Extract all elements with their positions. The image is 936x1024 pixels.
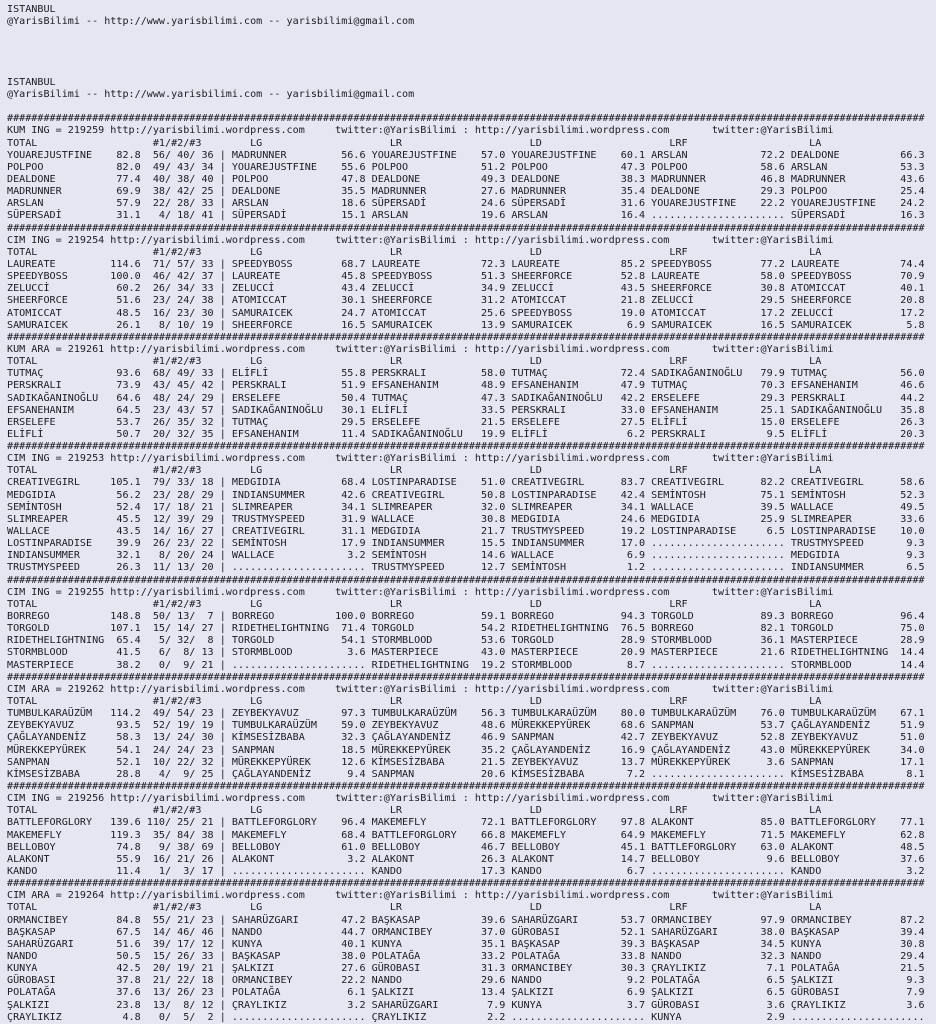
- data-row: ELİFLİ 50.7 20/ 32/ 35 | EFSANEHANIM 11.…: [7, 428, 925, 440]
- data-row: ATOMICCAT 48.5 16/ 23/ 30 | SAMURAICEK 2…: [7, 307, 925, 319]
- section-title: CIM ING = 219256 http://yarisbilimi.word…: [7, 793, 834, 805]
- intro-byline-1: @YarisBilimi -- http://www.yarisbilimi.c…: [7, 16, 415, 28]
- blank-line: [7, 28, 925, 40]
- data-row: SANPMAN 52.1 10/ 22/ 32 | MÜREKKEPYÜREK …: [7, 756, 925, 768]
- data-row: SEMİNTOSH 52.4 17/ 18/ 21 | SLIMREAPER 3…: [7, 501, 925, 513]
- data-row: ZELUCCİ 60.2 26/ 34/ 33 | ZELUCCİ 43.4 Z…: [7, 283, 925, 295]
- data-row: ÇRAYLIKIZ 4.8 0/ 5/ 2 | ................…: [7, 1011, 925, 1023]
- data-row: POLPOO 82.0 49/ 43/ 34 | YOUAREJUSTFINE …: [7, 161, 925, 173]
- data-row: POLATAĞA 37.6 13/ 26/ 23 | POLATAĞA 6.1 …: [7, 987, 925, 999]
- section-title: CIM ARA = 219264 http://yarisbilimi.word…: [7, 890, 834, 902]
- report-body: ########################################…: [7, 113, 925, 1024]
- intro-city-2: ISTANBUL: [7, 76, 56, 88]
- data-row: KİMSESİZBABA 28.8 4/ 9/ 25 | ÇAĞLAYANDEN…: [7, 768, 925, 780]
- data-row: KUNYA 42.5 20/ 19/ 21 | ŞALKIZI 27.6 GÜR…: [7, 963, 925, 975]
- data-row: LOSTINPARADISE 39.9 26/ 23/ 22 | SEMİNTO…: [7, 538, 925, 550]
- data-row: MÜREKKEPYÜREK 54.1 24/ 24/ 23 | SANPMAN …: [7, 744, 925, 756]
- data-row: TUMBULKARAÜZÜM 114.2 49/ 54/ 23 | ZEYBEK…: [7, 708, 925, 720]
- data-row: SPEEDYBOSS 100.0 46/ 42/ 37 | LAUREATE 4…: [7, 271, 925, 283]
- section-title: CIM ARA = 219262 http://yarisbilimi.word…: [7, 683, 834, 695]
- column-header-row: TOTAL #1/#2/#3 LG LR LD LRF LA: [7, 465, 822, 477]
- data-row: BATTLEFORGLORY 139.6 110/ 25/ 21 | BATTL…: [7, 817, 925, 829]
- data-row: TUTMAÇ 93.6 68/ 49/ 33 | ELİFLİ 55.8 PER…: [7, 368, 925, 380]
- section-title: CIM ING = 219255 http://yarisbilimi.word…: [7, 586, 834, 598]
- data-row: SADIKAĞANINOĞLU 64.6 48/ 24/ 29 | ERSELE…: [7, 392, 925, 404]
- data-row: EFSANEHANIM 64.5 23/ 43/ 57 | SADIKAĞANI…: [7, 404, 925, 416]
- data-row: BAŞKASAP 67.5 14/ 46/ 46 | NANDO 44.7 OR…: [7, 926, 925, 938]
- data-row: MAKEMEFLY 119.3 35/ 84/ 38 | MAKEMEFLY 6…: [7, 829, 925, 841]
- blank-line: [7, 53, 925, 65]
- intro-city-1: ISTANBUL: [7, 4, 56, 15]
- column-header-row: TOTAL #1/#2/#3 LG LR LD LRF LA: [7, 902, 822, 914]
- data-row: GÜROBASI 37.8 21/ 22/ 18 | ORMANCIBEY 22…: [7, 975, 925, 987]
- section-title: CIM ING = 219253 http://yarisbilimi.word…: [7, 453, 834, 465]
- column-header-row: TOTAL #1/#2/#3 LG LR LD LRF LA: [7, 137, 822, 149]
- data-row: SLIMREAPER 45.5 12/ 39/ 29 | TRUSTMYSPEE…: [7, 513, 925, 525]
- section-title: KUM ARA = 219261 http://yarisbilimi.word…: [7, 343, 834, 355]
- data-row: DEALDONE 77.4 40/ 38/ 40 | POLPOO 47.8 D…: [7, 173, 925, 185]
- section-separator: ########################################…: [7, 574, 925, 586]
- racing-report-document: ISTANBUL @YarisBilimi -- http://www.yari…: [7, 4, 925, 1024]
- data-row: STORMBLOOD 41.5 6/ 8/ 13 | STORMBLOOD 3.…: [7, 647, 925, 659]
- section-separator: ########################################…: [7, 878, 925, 890]
- intro-byline-2: @YarisBilimi -- http://www.yarisbilimi.c…: [7, 88, 415, 100]
- blank-line: [7, 40, 925, 52]
- column-header-row: TOTAL #1/#2/#3 LG LR LD LRF LA: [7, 696, 822, 708]
- column-header-row: TOTAL #1/#2/#3 LG LR LD LRF LA: [7, 805, 822, 817]
- data-row: ŞALKIZI 23.8 13/ 8/ 12 | ÇRAYLIKIZ 3.2 S…: [7, 999, 925, 1011]
- section-separator: ########################################…: [7, 781, 925, 792]
- data-row: ORMANCIBEY 84.8 55/ 21/ 23 | SAHARÜZGARI…: [7, 914, 925, 926]
- data-row: CREATIVEGIRL 105.1 79/ 33/ 18 | MEDGIDIA…: [7, 477, 925, 489]
- data-row: MASTERPIECE 38.2 0/ 9/ 21 | ............…: [7, 659, 925, 671]
- data-row: YOUAREJUSTFINE 82.8 56/ 40/ 36 | MADRUNN…: [7, 149, 925, 161]
- data-row: SÜPERSADİ 31.1 4/ 18/ 41 | SÜPERSADİ 15.…: [7, 210, 925, 222]
- data-row: ZEYBEKYAVUZ 93.5 52/ 19/ 19 | TUMBULKARA…: [7, 720, 925, 732]
- data-row: SAMURAICEK 26.1 8/ 10/ 19 | SHEERFORCE 1…: [7, 319, 925, 331]
- blank-line: [7, 65, 925, 77]
- section-separator: ########################################…: [7, 113, 925, 125]
- column-header-row: TOTAL #1/#2/#3 LG LR LD LRF LA: [7, 356, 822, 368]
- data-row: RIDETHELIGHTNING 65.4 5/ 32/ 8 | TORGOLD…: [7, 635, 925, 647]
- data-row: INDIANSUMMER 32.1 8/ 20/ 24 | WALLACE 3.…: [7, 550, 925, 562]
- section-title: KUM ING = 219259 http://yarisbilimi.word…: [7, 125, 834, 137]
- data-row: TRUSTMYSPEED 26.3 11/ 13/ 20 | .........…: [7, 562, 925, 574]
- data-row: SHEERFORCE 51.6 23/ 24/ 38 | ATOMICCAT 3…: [7, 295, 925, 307]
- data-row: ARSLAN 57.9 22/ 28/ 33 | ARSLAN 18.6 SÜP…: [7, 198, 925, 210]
- data-row: NANDO 50.5 15/ 26/ 33 | BAŞKASAP 38.0 PO…: [7, 950, 925, 962]
- data-row: LAUREATE 114.6 71/ 57/ 33 | SPEEDYBOSS 6…: [7, 258, 925, 270]
- column-header-row: TOTAL #1/#2/#3 LG LR LD LRF LA: [7, 598, 822, 610]
- data-row: KANDO 11.4 1/ 3/ 17 | ..................…: [7, 865, 925, 877]
- data-row: ÇAĞLAYANDENİZ 58.3 13/ 24/ 30 | KİMSESİZ…: [7, 732, 925, 744]
- data-row: TORGOLD 107.1 15/ 14/ 27 | RIDETHELIGHTN…: [7, 623, 925, 635]
- data-row: SAHARÜZGARI 51.6 39/ 17/ 12 | KUNYA 40.1…: [7, 938, 925, 950]
- data-row: ALAKONT 55.9 16/ 21/ 26 | ALAKONT 3.2 AL…: [7, 853, 925, 865]
- section-separator: ########################################…: [7, 331, 925, 343]
- data-row: BORREGO 148.8 50/ 13/ 7 | BORREGO 100.0 …: [7, 611, 925, 623]
- section-separator: ########################################…: [7, 222, 925, 234]
- data-row: BELLOBOY 74.8 9/ 38/ 69 | BELLOBOY 61.0 …: [7, 841, 925, 853]
- data-row: WALLACE 43.5 14/ 16/ 27 | CREATIVEGIRL 3…: [7, 526, 925, 538]
- data-row: MEDGIDIA 56.2 23/ 28/ 29 | INDIANSUMMER …: [7, 489, 925, 501]
- section-separator: ########################################…: [7, 671, 925, 683]
- data-row: PERSKRALI 73.9 43/ 45/ 42 | PERSKRALI 51…: [7, 380, 925, 392]
- section-title: CIM ING = 219254 http://yarisbilimi.word…: [7, 234, 834, 246]
- data-row: MADRUNNER 69.9 38/ 42/ 25 | DEALDONE 35.…: [7, 186, 925, 198]
- section-separator: ########################################…: [7, 441, 925, 453]
- column-header-row: TOTAL #1/#2/#3 LG LR LD LRF LA: [7, 246, 822, 258]
- blank-line: [7, 101, 925, 113]
- data-row: ERSELEFE 53.7 26/ 35/ 32 | TUTMAÇ 29.5 E…: [7, 416, 925, 428]
